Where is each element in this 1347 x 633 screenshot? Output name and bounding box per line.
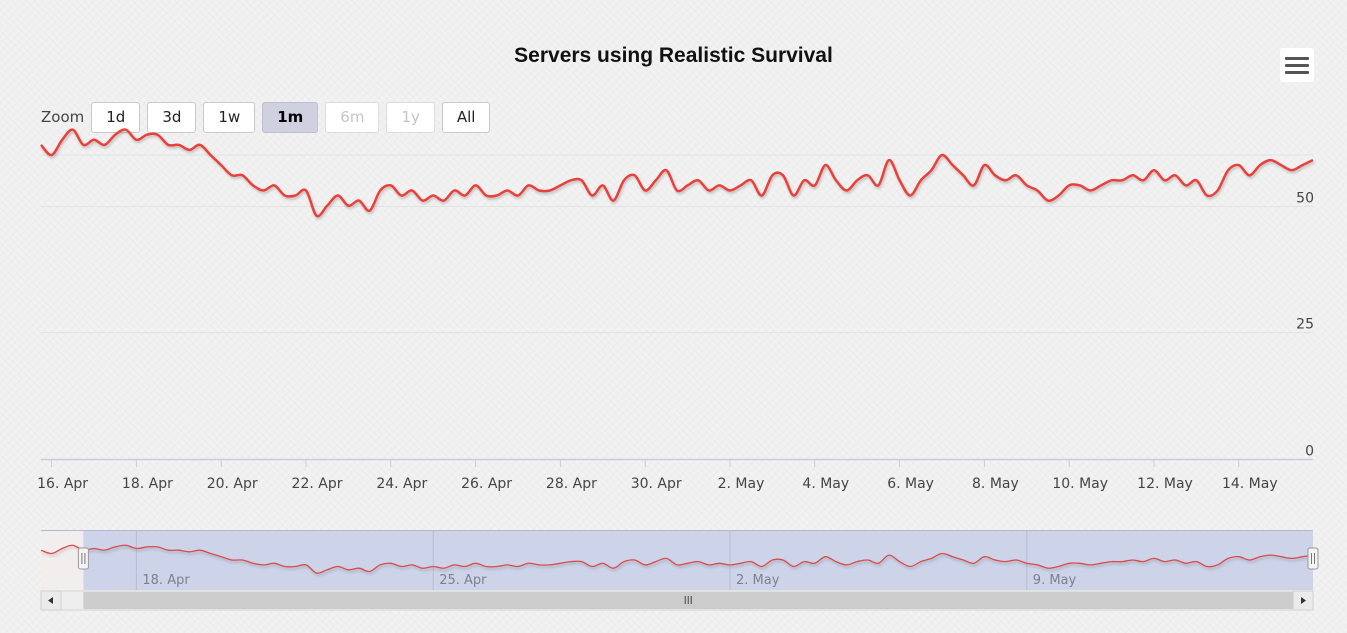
series-line bbox=[40, 128, 1314, 218]
x-tick-label: 18. Apr bbox=[122, 476, 173, 492]
hamburger-menu-icon[interactable] bbox=[1280, 48, 1314, 82]
arrow-right-icon bbox=[1301, 597, 1306, 604]
navigator[interactable]: 18. Apr 25. Apr 2. May 9. May bbox=[40, 530, 1319, 590]
navigator-handle-right[interactable] bbox=[1307, 547, 1319, 570]
x-tick-label: 30. Apr bbox=[631, 476, 682, 492]
scrollbar-thumb[interactable] bbox=[83, 592, 1293, 609]
navigator-selected-range[interactable] bbox=[83, 530, 1313, 590]
x-tick-label: 14. May bbox=[1222, 476, 1278, 492]
navigator-date-label: 2. May bbox=[736, 573, 780, 588]
zoom-1w-button[interactable]: 1w bbox=[203, 101, 256, 133]
zoom-label: Zoom bbox=[41, 108, 85, 126]
x-tick-label: 16. Apr bbox=[37, 476, 88, 492]
chart-title: Servers using Realistic Survival bbox=[514, 44, 833, 67]
x-tick-label: 2. May bbox=[718, 476, 765, 492]
zoom-1m-button[interactable]: 1m bbox=[262, 101, 319, 133]
x-tick-label: 28. Apr bbox=[546, 476, 597, 492]
navigator-date-label: 18. Apr bbox=[142, 573, 190, 588]
zoom-1y-button: 1y bbox=[386, 101, 435, 133]
scroll-right-button[interactable] bbox=[1292, 590, 1314, 611]
zoom-all-button[interactable]: All bbox=[441, 101, 491, 133]
y-tick-label: 50 bbox=[1296, 191, 1314, 207]
x-tick-label: 8. May bbox=[972, 476, 1019, 492]
y-axis: 0 25 50 bbox=[1296, 191, 1314, 460]
navigator-series-line bbox=[40, 544, 1314, 574]
scroll-left-button[interactable] bbox=[40, 590, 62, 611]
x-tick-label: 20. Apr bbox=[207, 476, 258, 492]
x-tick-label: 26. Apr bbox=[461, 476, 512, 492]
x-tick-label: 12. May bbox=[1137, 476, 1193, 492]
zoom-3d-button[interactable]: 3d bbox=[147, 101, 197, 133]
plot-series bbox=[40, 128, 1314, 218]
arrow-left-icon bbox=[48, 597, 53, 604]
x-tick-label: 6. May bbox=[887, 476, 934, 492]
y-tick-label: 0 bbox=[1305, 444, 1314, 460]
zoom-1d-button[interactable]: 1d bbox=[91, 101, 141, 133]
x-tick-label: 22. Apr bbox=[292, 476, 343, 492]
navigator-date-label: 9. May bbox=[1033, 573, 1077, 588]
x-axis: 16. Apr 18. Apr 20. Apr 22. Apr 24. Apr 26. A… bbox=[37, 458, 1313, 492]
x-tick-label: 4. May bbox=[802, 476, 849, 492]
zoom-6m-button: 6m bbox=[325, 101, 380, 133]
navigator-handle-left[interactable] bbox=[77, 547, 89, 570]
grid-lines bbox=[41, 154, 1313, 333]
x-tick-label: 10. May bbox=[1052, 476, 1108, 492]
navigator-date-label: 25. Apr bbox=[439, 573, 487, 588]
range-selector: Zoom 1d 3d 1w 1m 6m 1y All bbox=[41, 101, 497, 133]
scrollbar[interactable] bbox=[40, 590, 1314, 611]
y-tick-label: 25 bbox=[1296, 317, 1314, 333]
x-tick-label: 24. Apr bbox=[376, 476, 427, 492]
